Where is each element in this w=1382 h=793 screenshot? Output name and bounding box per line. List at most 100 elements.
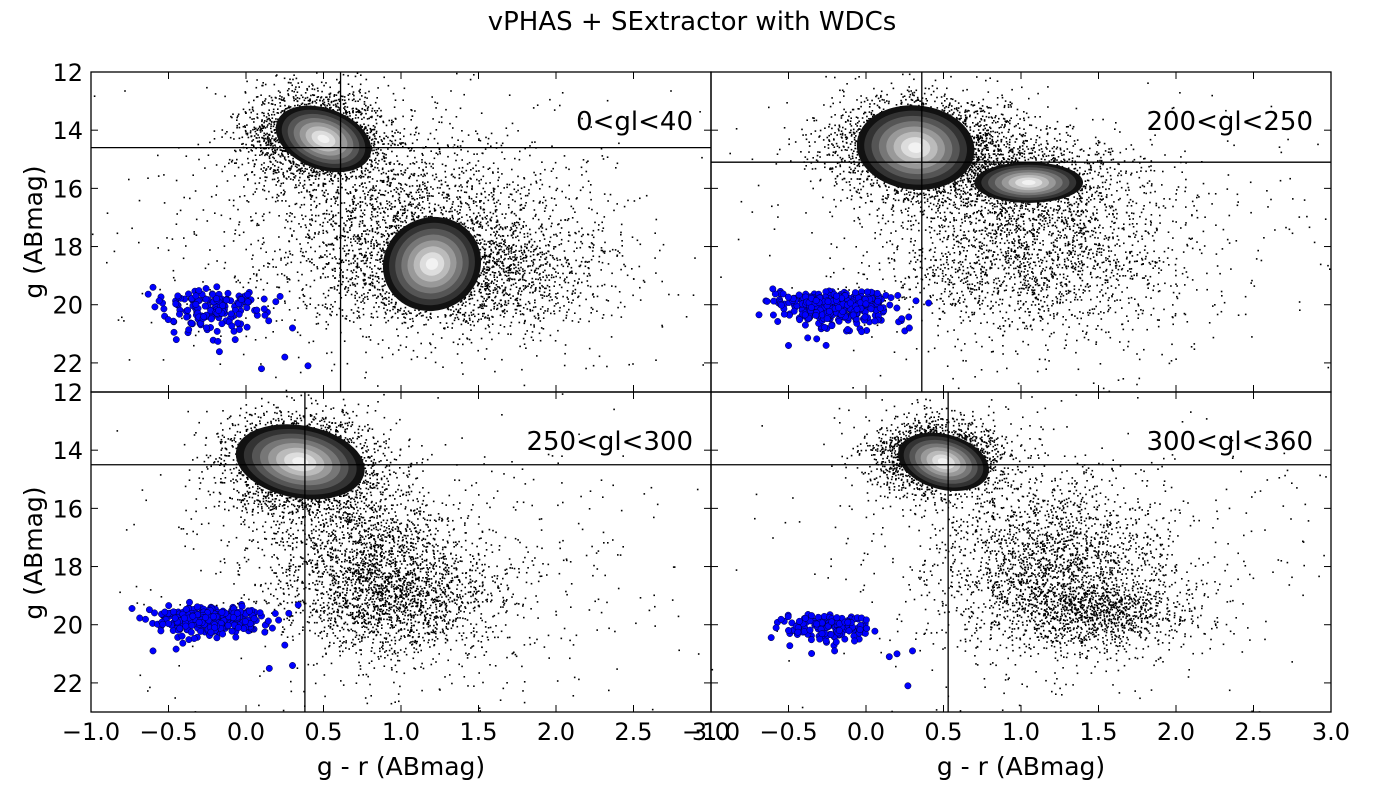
star-point [269,168,271,170]
star-point [383,304,386,306]
star-point [352,235,355,238]
star-point [345,254,347,257]
star-point [326,255,328,258]
star-point [371,149,373,152]
star-point [534,299,536,301]
star-point [303,187,305,189]
star-point [332,214,334,216]
star-point [500,246,503,248]
star-point [355,177,358,180]
star-point [412,197,415,200]
star-point [308,237,311,239]
star-point [524,245,526,248]
star-point [334,197,336,200]
star-point [365,104,367,107]
star-point [459,209,461,211]
star-point [418,185,421,188]
star-point [507,249,510,251]
star-point [481,296,484,298]
star-point [483,297,485,300]
star-point [352,312,355,314]
star-point [438,150,441,153]
star-point [405,184,408,186]
star-point [307,175,309,178]
star-point [563,279,566,282]
star-point [441,183,443,186]
star-point [356,168,358,171]
star-point [263,213,265,215]
star-point [493,261,496,263]
star-point [279,91,281,94]
star-point [287,94,290,97]
star-point [367,276,370,279]
star-point [534,231,537,234]
star-point [244,91,247,93]
star-point [257,127,260,130]
star-point [534,306,537,308]
star-point [288,167,291,170]
star-point [464,321,467,323]
star-point [510,284,513,287]
star-point [248,108,251,111]
star-point [539,279,542,281]
star-point [322,241,324,243]
star-point [263,189,266,192]
star-point [373,140,376,143]
star-point [349,320,351,322]
star-point [348,260,350,262]
star-point [376,288,379,291]
star-point [382,120,384,123]
star-point [377,87,379,89]
star-point [370,148,373,150]
star-point [382,289,384,292]
star-point [399,183,402,185]
star-point [371,284,374,287]
star-point [375,297,378,299]
star-point [503,258,505,261]
star-point [525,254,527,257]
star-point [381,295,383,298]
star-point [354,188,357,191]
star-point [363,209,366,211]
star-point [435,176,438,179]
star-point [328,262,330,264]
star-point [296,331,299,334]
star-point [336,289,338,291]
star-point [553,312,556,315]
star-point [392,92,395,95]
star-point [448,187,451,190]
star-point [548,289,551,292]
star-point [523,288,525,291]
star-point [349,226,351,229]
star-point [263,114,265,117]
star-point [382,143,384,145]
star-point [591,250,594,252]
star-point [511,278,514,281]
star-point [489,290,491,292]
star-point [340,269,342,271]
star-point [320,169,323,172]
star-point [500,248,502,251]
star-point [552,267,554,270]
star-point [294,104,296,107]
star-point [288,215,291,217]
star-point [432,163,434,165]
star-point [388,292,390,294]
star-point [505,267,508,269]
star-point [347,215,349,217]
star-point [363,192,366,195]
star-point [458,177,461,179]
star-point [483,303,485,305]
star-point [485,275,487,278]
star-point [303,183,306,186]
star-point [569,234,571,237]
star-point [544,287,546,290]
star-point [476,233,479,236]
star-point [420,188,422,191]
star-point [343,230,346,233]
star-point [457,213,459,215]
star-point [577,282,579,285]
star-point [352,203,355,205]
star-point [322,98,325,101]
star-point [532,258,535,261]
